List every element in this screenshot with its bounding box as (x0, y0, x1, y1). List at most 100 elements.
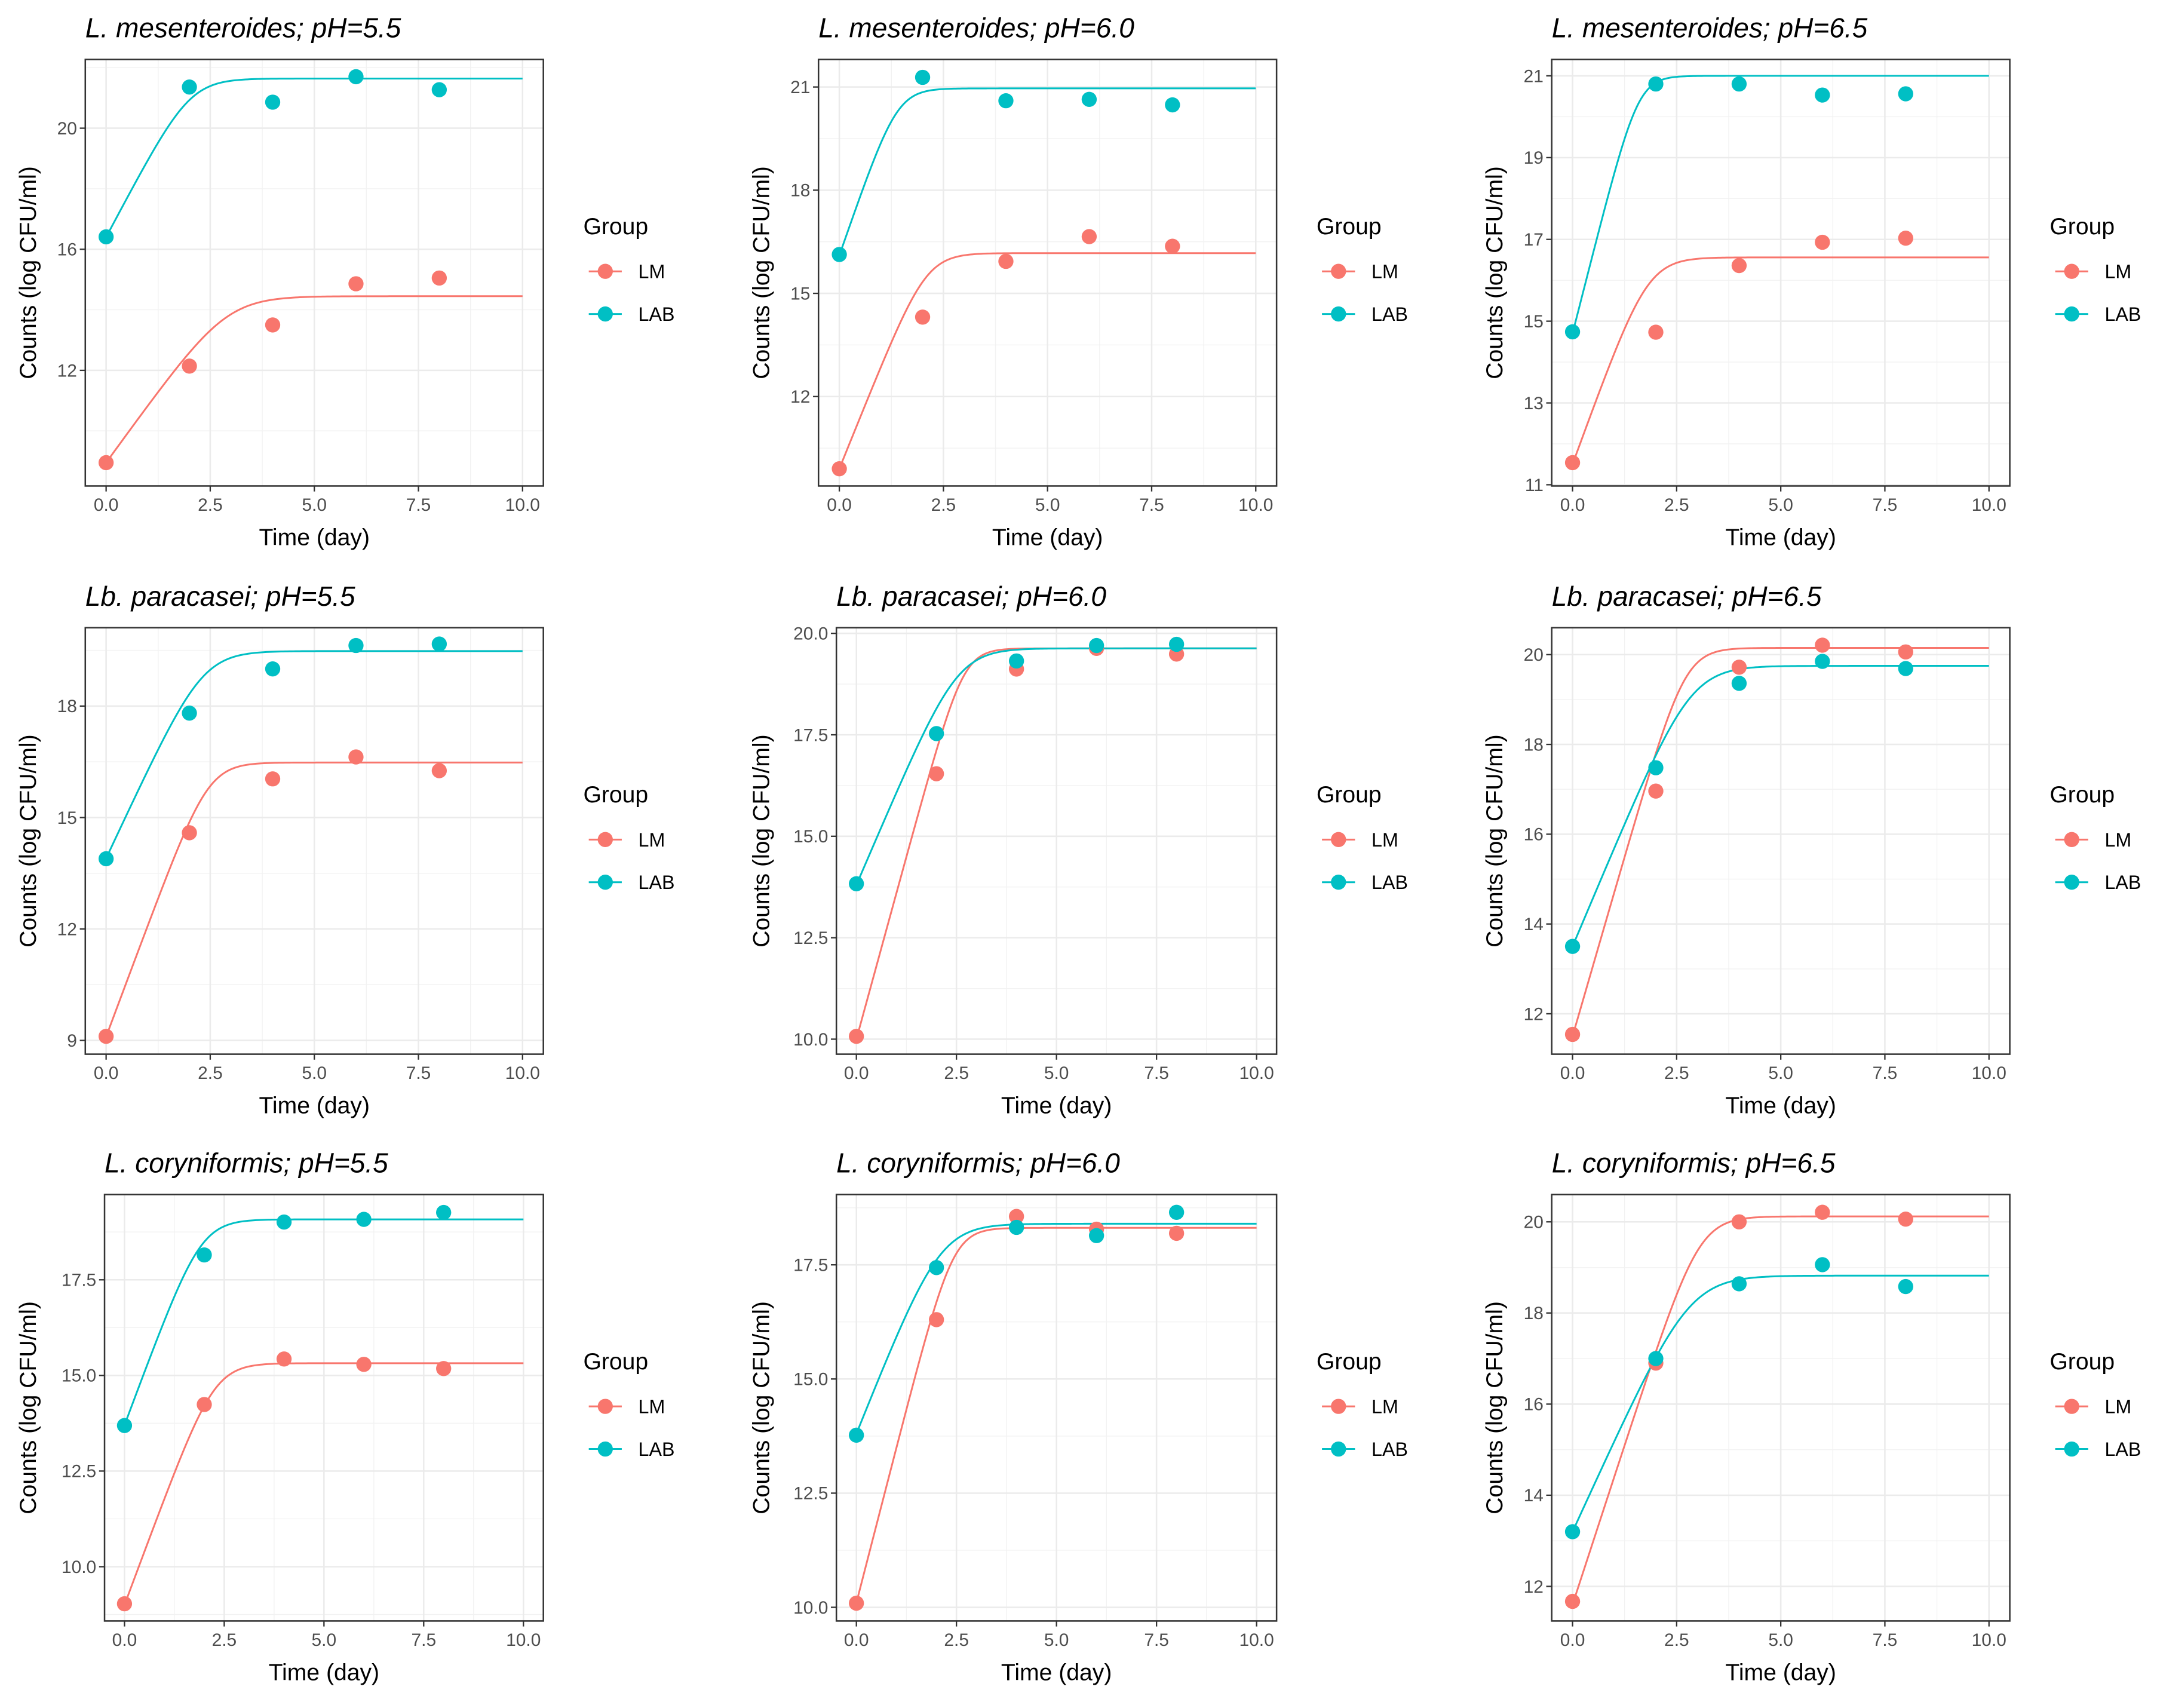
data-point-lm (1008, 1209, 1024, 1224)
y-axis-label: Counts (log CFU/ml) (1482, 1301, 1508, 1514)
data-point-lm (265, 771, 281, 787)
x-tick-label: 7.5 (1873, 495, 1898, 515)
x-tick-label: 0.0 (844, 1630, 869, 1650)
y-tick-label: 12 (790, 387, 810, 407)
x-tick-label: 5.0 (1768, 1630, 1793, 1650)
legend-key-point (1331, 1399, 1346, 1414)
y-tick-label: 15.0 (793, 827, 828, 847)
x-tick-label: 2.5 (1664, 495, 1689, 515)
legend-key-point (1331, 875, 1346, 890)
x-tick-label: 10.0 (506, 1630, 541, 1650)
data-point-lm (182, 825, 197, 841)
y-tick-label: 9 (67, 1031, 77, 1051)
y-tick-label: 10.0 (62, 1557, 96, 1577)
y-axis-label: Counts (log CFU/ml) (1482, 166, 1508, 379)
legend-title: Group (1317, 214, 1382, 240)
legend-title: Group (583, 782, 648, 808)
panel-title: L. mesenteroides; pH=6.0 (818, 13, 1134, 44)
x-tick-label: 5.0 (302, 495, 327, 515)
y-tick-label: 16 (1524, 825, 1544, 845)
legend-label-lab: LAB (1371, 872, 1408, 893)
y-tick-label: 18 (1524, 735, 1544, 755)
data-point-lab (1898, 1278, 1913, 1295)
y-tick-label: 14 (1524, 1486, 1544, 1505)
legend-key-point (2064, 306, 2079, 322)
panel-title: Lb. paracasei; pH=6.5 (1552, 581, 1822, 612)
y-tick-label: 20 (57, 119, 77, 139)
data-point-lm (1648, 783, 1664, 799)
panel-title: L. coryniformis; pH=6.0 (836, 1148, 1120, 1179)
y-tick-label: 14 (1524, 915, 1544, 934)
y-tick-label: 21 (1524, 66, 1544, 86)
x-tick-label: 2.5 (212, 1630, 237, 1650)
y-tick-label: 12 (57, 361, 77, 381)
legend-title: Group (1317, 1349, 1382, 1375)
fit-curve-lm (855, 1226, 1257, 1603)
data-point-lm (915, 309, 931, 325)
data-point-lab (98, 229, 114, 245)
data-point-lab (182, 706, 197, 721)
legend-key-point (597, 263, 613, 279)
data-point-lab (1168, 1204, 1185, 1220)
data-point-lab (1564, 939, 1581, 954)
y-axis-label: Counts (log CFU/ml) (16, 1301, 41, 1514)
legend-label-lab: LAB (2104, 303, 2141, 325)
data-point-lab (1815, 654, 1830, 669)
y-tick-label: 17.5 (793, 725, 828, 745)
legend-label-lab: LAB (1371, 303, 1408, 325)
y-tick-label: 15 (1524, 312, 1544, 332)
data-point-lab (1898, 661, 1913, 676)
panel-9: 0.0 2.5 5.0 7.5 10.0 12 14 16 18 20 L. coryniformi… (1482, 1148, 2141, 1686)
y-tick-label: 10.0 (793, 1030, 828, 1050)
panel-title: Lb. paracasei; pH=6.0 (836, 581, 1106, 612)
panel-3: 0.0 2.5 5.0 7.5 10.0 11 13 15 17 19 21 L. mesentero… (1482, 13, 2141, 551)
data-point-lm (265, 317, 281, 333)
x-axis-label: Time (day) (269, 1660, 380, 1685)
data-point-lab (1815, 1257, 1830, 1272)
x-axis-label: Time (day) (259, 525, 370, 550)
data-point-lab (998, 93, 1014, 109)
data-point-lm (1648, 324, 1664, 340)
x-tick-label: 0.0 (112, 1630, 137, 1650)
data-point-lm (1168, 1225, 1185, 1241)
x-tick-label: 10.0 (1972, 495, 2006, 515)
data-point-lab (1008, 1219, 1024, 1235)
data-point-lab (849, 1427, 864, 1443)
fit-curve-lm (1572, 256, 1989, 465)
x-tick-label: 2.5 (944, 1630, 969, 1650)
data-point-lm (356, 1357, 372, 1372)
data-point-lm (831, 461, 847, 477)
data-point-lm (276, 1351, 292, 1367)
legend-label-lab: LAB (639, 303, 675, 325)
data-point-lab (929, 726, 944, 741)
data-point-lab (1648, 1351, 1664, 1366)
legend-label-lm: LM (1371, 829, 1398, 851)
fit-curve-lab (855, 1222, 1257, 1434)
data-point-lm (929, 1312, 944, 1327)
plot-border (103, 1194, 544, 1622)
fit-curve-lm (105, 761, 523, 1037)
legend-key-point (597, 1399, 613, 1414)
plot-border (1551, 627, 2011, 1055)
legend-key-point (2064, 1441, 2079, 1457)
data-point-lab (197, 1247, 212, 1263)
x-axis-label: Time (day) (1725, 525, 1836, 550)
data-point-lm (1731, 660, 1747, 675)
panel-title: L. coryniformis; pH=6.5 (1552, 1148, 1836, 1179)
data-point-lm (1564, 1593, 1581, 1609)
legend-key-point (2064, 832, 2079, 847)
legend-key-point (1331, 1441, 1346, 1457)
data-point-lab (1564, 1524, 1581, 1540)
data-point-lab (849, 876, 864, 891)
data-point-lab (1648, 760, 1664, 775)
x-tick-label: 10.0 (1972, 1063, 2006, 1083)
data-point-lab (1564, 324, 1581, 340)
data-point-lab (1088, 1228, 1104, 1243)
legend-key-point (597, 875, 613, 890)
data-point-lm (849, 1029, 864, 1044)
y-tick-label: 18 (790, 181, 810, 201)
data-point-lab (1731, 76, 1747, 92)
plot-border (84, 59, 544, 487)
fit-curve-lab (1572, 75, 1989, 334)
